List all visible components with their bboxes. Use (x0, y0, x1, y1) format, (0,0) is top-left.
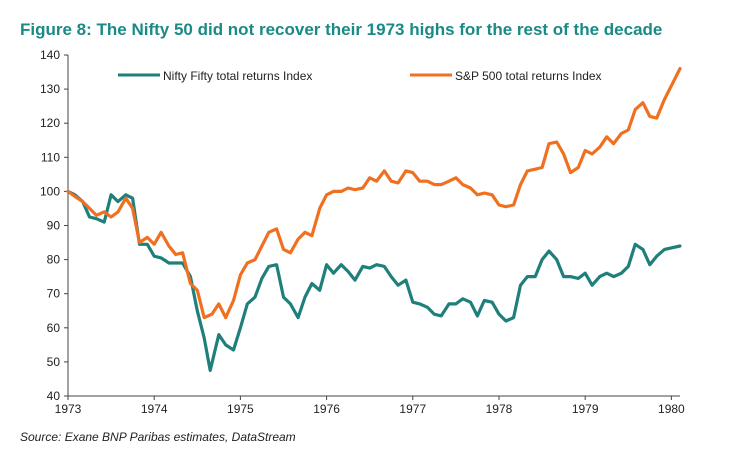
y-tick-label: 60 (47, 321, 61, 335)
x-tick-label: 1977 (399, 402, 426, 416)
x-tick-label: 1974 (141, 402, 168, 416)
series-line-sp500 (66, 67, 682, 320)
y-tick-label: 140 (40, 48, 60, 62)
y-tick-label: 50 (47, 355, 61, 369)
x-tick-label: 1976 (313, 402, 340, 416)
x-tick-label: 1975 (227, 402, 254, 416)
x-tick-label: 1980 (658, 402, 685, 416)
x-tick-label: 1979 (572, 402, 599, 416)
y-tick-label: 40 (47, 389, 61, 403)
y-tick-label: 120 (40, 116, 60, 130)
chart-legend: Nifty Fifty total returns Index S&P 500 … (118, 69, 602, 83)
legend-label-nifty: Nifty Fifty total returns Index (163, 69, 312, 83)
chart-axes: 40 50 60 70 80 90 100 110 120 130 140 1973 1974 1975 1… (40, 48, 685, 416)
chart-series (66, 67, 682, 372)
x-tick-label: 1978 (486, 402, 513, 416)
y-tick-label: 90 (47, 219, 61, 233)
legend-label-sp500: S&P 500 total returns Index (455, 69, 602, 83)
y-tick-label: 130 (40, 82, 60, 96)
y-tick-label: 80 (47, 253, 61, 267)
x-tick-label: 1973 (55, 402, 82, 416)
source-note: Source: Exane BNP Paribas estimates, Dat… (20, 430, 296, 444)
chart-title: Figure 8: The Nifty 50 did not recover t… (20, 20, 663, 39)
y-tick-label: 70 (47, 287, 61, 301)
y-tick-label: 100 (40, 184, 60, 198)
series-line-nifty (66, 189, 682, 372)
y-tick-label: 110 (41, 150, 60, 164)
